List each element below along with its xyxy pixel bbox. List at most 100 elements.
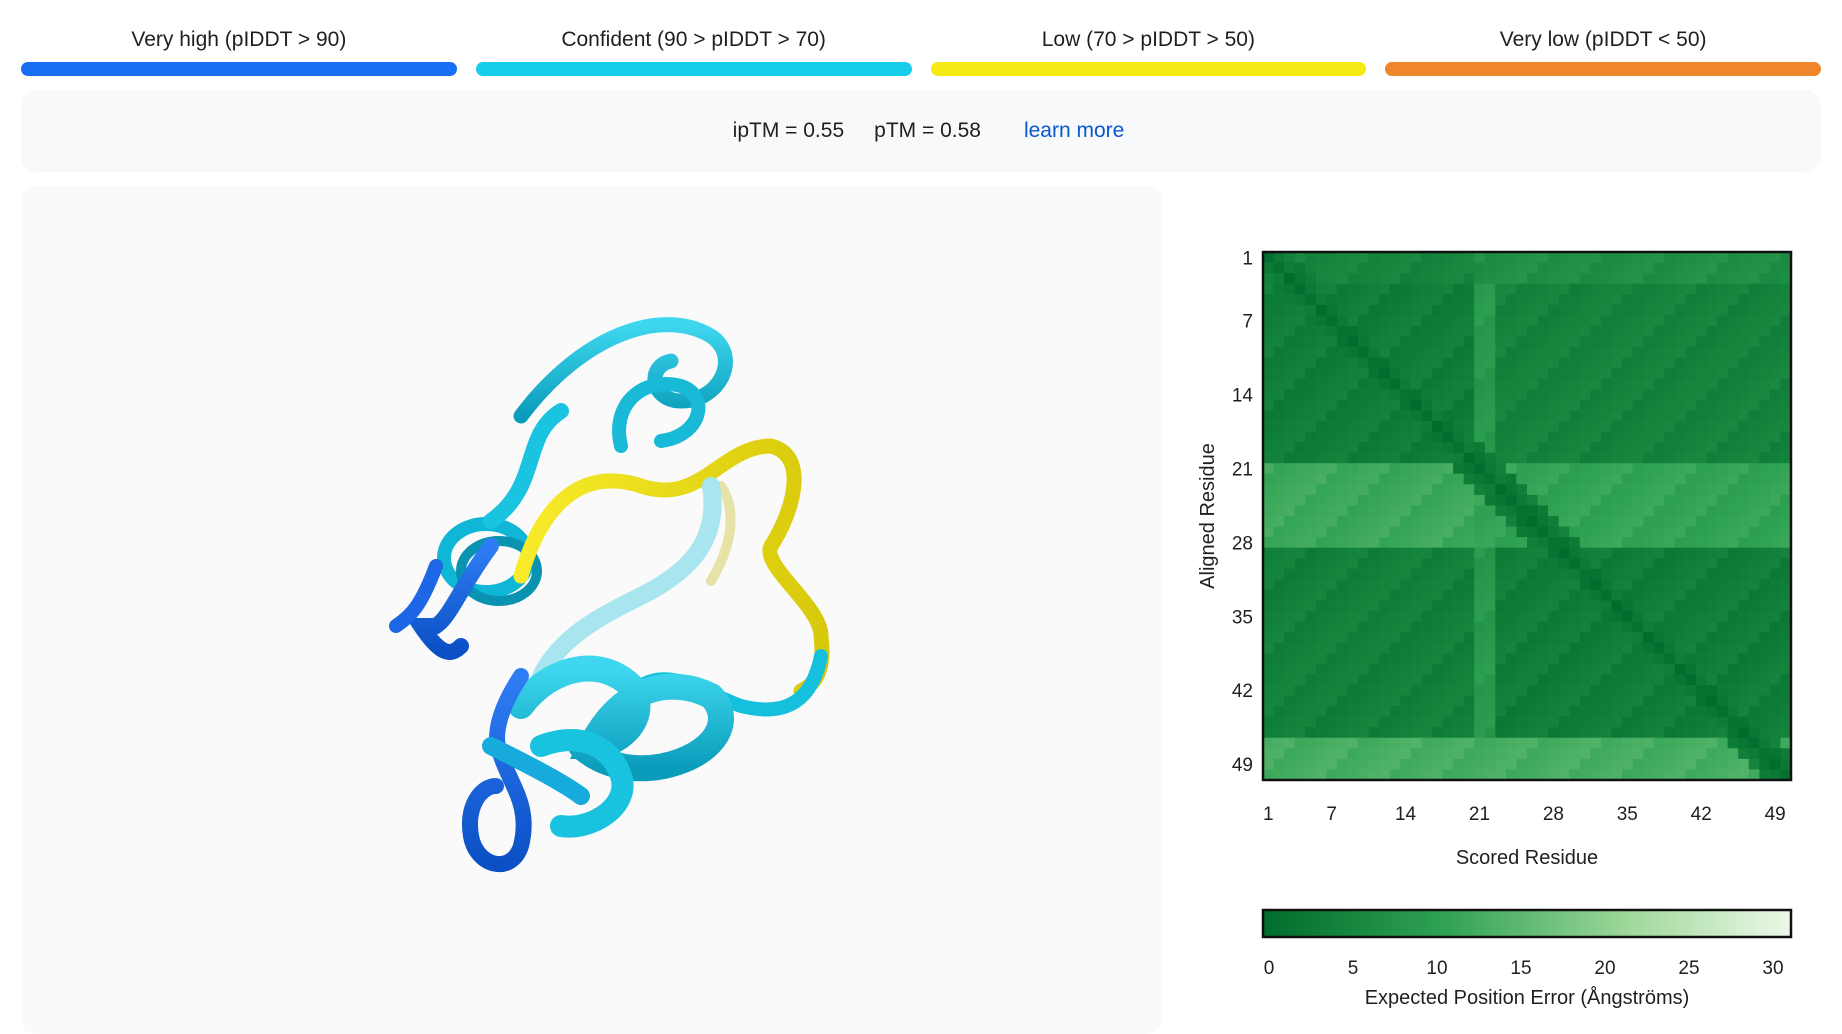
pae-cell [1431, 304, 1444, 316]
pae-cell [1484, 653, 1496, 665]
pae-cell [1569, 737, 1581, 749]
pae-cell [1590, 410, 1602, 422]
pae-cell [1284, 758, 1296, 771]
pae-cell [1379, 706, 1391, 718]
pae-cell [1326, 653, 1338, 665]
pae-cell [1527, 716, 1539, 728]
pae-cell [1315, 737, 1327, 749]
pae-cell [1780, 516, 1792, 528]
pae-cell [1590, 748, 1602, 760]
pae-cell [1622, 579, 1634, 591]
pae-cell [1748, 558, 1760, 570]
pae-cell [1579, 611, 1591, 623]
structure-viewer[interactable] [21, 186, 1162, 1034]
pae-cell [1368, 399, 1380, 411]
pae-cell [1453, 769, 1465, 781]
pae-cell [1305, 357, 1317, 369]
pae-cell [1748, 589, 1760, 602]
pae-cell [1358, 684, 1370, 697]
pae-cell [1453, 252, 1465, 264]
pae-cell [1611, 674, 1623, 686]
pae-cell [1273, 420, 1285, 433]
pae-cell [1410, 368, 1422, 380]
pae-cell [1600, 600, 1613, 612]
pae-cell [1294, 674, 1306, 686]
pae-cell [1315, 727, 1327, 739]
pae-cell [1558, 547, 1570, 559]
pae-cell [1622, 695, 1634, 707]
pae-cell [1780, 283, 1792, 295]
pae-cell [1505, 663, 1518, 675]
pae-cell [1516, 547, 1528, 559]
pae-cell [1569, 494, 1581, 507]
pae-cell [1442, 684, 1454, 697]
pae-cell [1431, 410, 1444, 422]
pae-cell [1305, 473, 1317, 485]
pae-cell [1780, 484, 1792, 496]
pae-cell [1527, 389, 1539, 401]
pae-cell [1706, 589, 1718, 602]
pae-cell [1358, 632, 1370, 644]
pae-cell [1569, 537, 1581, 549]
pae-cell [1674, 758, 1686, 771]
pae-cell [1294, 600, 1306, 612]
pae-cell [1780, 695, 1792, 707]
pae-cell [1600, 410, 1613, 422]
y-axis-label: Aligned Residue [1197, 443, 1219, 589]
pae-cell [1410, 579, 1422, 591]
pae-cell [1590, 347, 1602, 359]
pae-cell [1431, 568, 1444, 580]
pae-cell [1759, 579, 1771, 591]
pae-cell [1780, 758, 1792, 771]
pae-cell [1548, 505, 1560, 517]
pae-cell [1590, 283, 1602, 295]
pae-cell [1674, 325, 1686, 338]
legend-label-low: Low (70 > pIDDT > 50) [1041, 28, 1255, 51]
protein-ribbon-structure[interactable] [21, 186, 1162, 1034]
pae-cell [1695, 558, 1708, 570]
pae-cell [1590, 769, 1602, 781]
pae-cell [1358, 537, 1370, 549]
pae-cell [1347, 706, 1359, 718]
pae-cell [1759, 325, 1771, 338]
pae-cell [1727, 526, 1739, 538]
pae-cell [1273, 516, 1285, 528]
pae-cell [1548, 769, 1560, 781]
learn-more-link[interactable]: learn more [1023, 119, 1125, 142]
pae-cell [1695, 684, 1708, 697]
pae-cell [1421, 769, 1433, 781]
pae-cell [1548, 632, 1560, 644]
pae-cell [1484, 431, 1496, 443]
pae-cell [1284, 600, 1296, 612]
pae-cell [1579, 737, 1591, 749]
pae-cell [1569, 505, 1581, 517]
pae-cell [1653, 431, 1665, 443]
pae-cell [1453, 442, 1465, 454]
pae-cell [1421, 684, 1433, 697]
pae-cell [1695, 463, 1708, 475]
pae-cell [1579, 431, 1591, 443]
pae-cell [1431, 769, 1444, 781]
pae-cell [1643, 674, 1655, 686]
pae-cell [1263, 494, 1275, 507]
pae-cell [1294, 526, 1306, 538]
pae-cell [1505, 442, 1518, 454]
pae-cell [1748, 283, 1760, 295]
pae-cell [1558, 399, 1570, 411]
pae-cell [1358, 452, 1370, 464]
pae-cell [1463, 716, 1475, 728]
pae-cell [1643, 642, 1655, 654]
pae-cell [1484, 442, 1496, 454]
pae-cell [1706, 273, 1718, 285]
pae-cell [1453, 336, 1465, 348]
pae-cell [1410, 589, 1422, 602]
pae-cell [1284, 663, 1296, 675]
pae-cell [1685, 653, 1697, 665]
pae-cell [1389, 262, 1401, 274]
pae-cell [1379, 600, 1391, 612]
pae-cell [1358, 325, 1370, 338]
pae-cell [1389, 294, 1401, 306]
ribbon-strand-blue [406, 538, 499, 660]
pae-cell [1695, 484, 1708, 496]
pae-cell [1685, 516, 1697, 528]
